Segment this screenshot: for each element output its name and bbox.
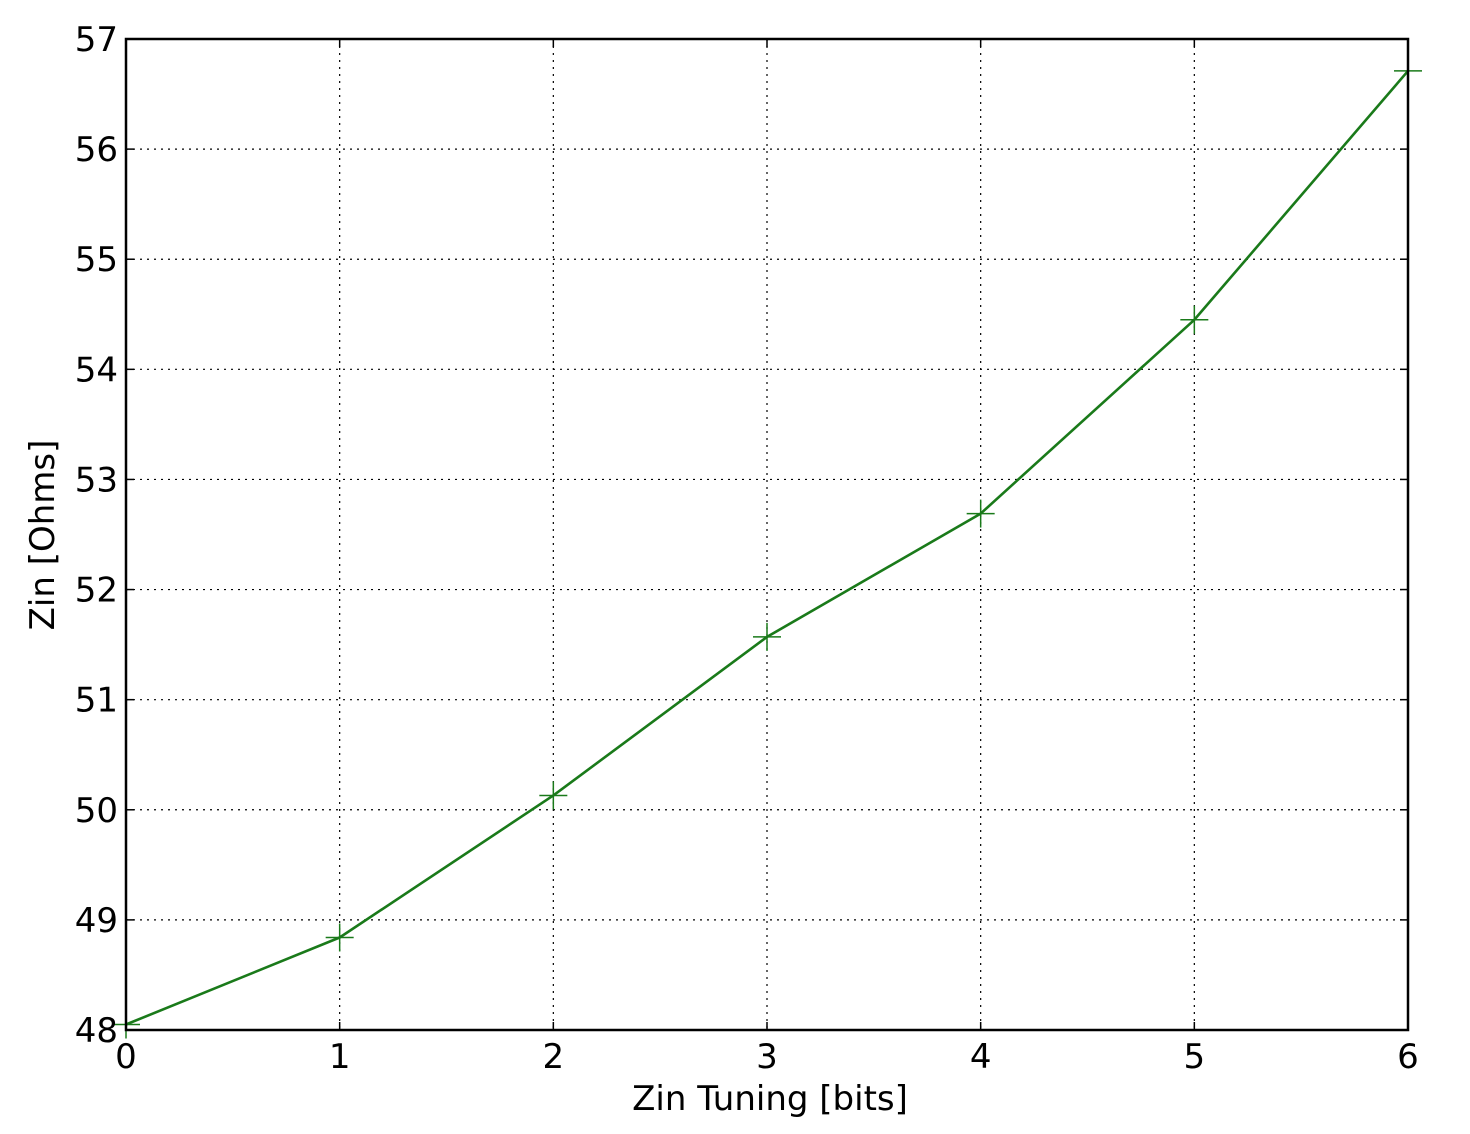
x-tick-label: 0	[115, 1037, 137, 1077]
y-axis-label: Zin [Ohms]	[23, 440, 63, 631]
y-tick-label: 48	[75, 1011, 118, 1051]
y-tick-label: 50	[75, 791, 118, 831]
x-tick-label: 4	[970, 1037, 992, 1077]
series-line	[125, 70, 1409, 1026]
data-point-marker	[753, 622, 781, 651]
y-tick-label: 49	[75, 901, 118, 941]
x-axis-label: Zin Tuning [bits]	[632, 1079, 908, 1119]
x-tick-label: 5	[1184, 1037, 1206, 1077]
x-tick-label: 6	[1397, 1037, 1419, 1077]
data-point-marker	[325, 923, 354, 952]
y-tick-label: 56	[75, 130, 118, 170]
series-layer	[112, 56, 1422, 1039]
grid-lines	[126, 39, 1408, 1030]
data-point-marker	[966, 499, 995, 528]
x-tick-label: 1	[329, 1037, 351, 1077]
y-tick-label: 55	[75, 240, 118, 280]
y-tick-label: 53	[75, 460, 118, 500]
data-point-marker	[539, 781, 568, 810]
x-tick-label: 2	[543, 1037, 565, 1077]
y-tick-label: 51	[75, 681, 118, 721]
y-tick-label: 52	[75, 571, 118, 611]
x-tick-label: 3	[756, 1037, 778, 1077]
y-tick-label: 57	[75, 20, 118, 60]
y-tick-label: 54	[75, 350, 118, 390]
data-point-marker	[1180, 305, 1209, 334]
